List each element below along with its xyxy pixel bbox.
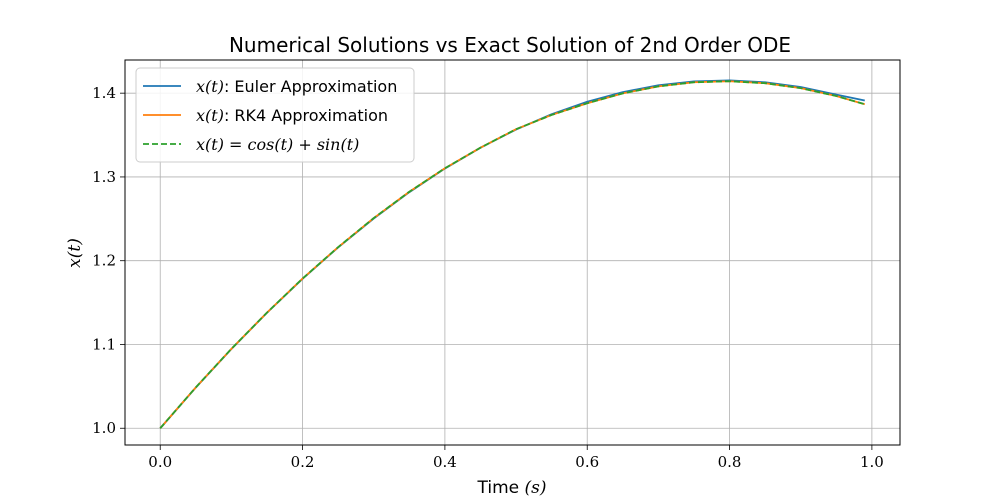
series-line-3 (159, 80, 866, 429)
legend-label-2: x(t): RK4 Approximation (196, 106, 388, 125)
legend-label-math: x(t) (196, 77, 224, 96)
legend-label-1: x(t): Euler Approximation (196, 77, 397, 96)
y-axis: 1.0 1.1 1.2 1.3 1.4 (92, 84, 125, 437)
x-axis-label-prefix: Time (476, 478, 524, 498)
y-tick-label: 1.1 (92, 335, 116, 353)
y-tick-label: 1.4 (92, 84, 116, 102)
x-axis-label: Time (s) (476, 478, 546, 498)
x-axis: 0.0 0.2 0.4 0.6 0.8 1.0 (148, 445, 884, 471)
y-tick-label: 1.2 (92, 252, 116, 270)
x-tick-label: 0.6 (575, 453, 599, 471)
y-axis-label: x(t) (65, 238, 85, 268)
x-axis-label-unit: (s) (525, 478, 547, 498)
legend-label-math: x(t) = cos(t) + sin(t) (196, 135, 359, 154)
legend-label-text: : RK4 Approximation (224, 106, 388, 125)
y-tick-label: 1.0 (92, 419, 116, 437)
x-tick-label: 1.0 (860, 453, 884, 471)
legend-box (135, 67, 415, 163)
x-tick-label: 0.0 (148, 453, 172, 471)
legend-label-3: x(t) = cos(t) + sin(t) (196, 135, 359, 154)
chart-title: Numerical Solutions vs Exact Solution of… (229, 33, 791, 57)
series-group (159, 79, 866, 429)
legend-label-text: : Euler Approximation (224, 77, 397, 96)
legend-label-math: x(t) (196, 106, 224, 125)
x-tick-label: 0.8 (718, 453, 742, 471)
y-tick-label: 1.3 (92, 168, 116, 186)
x-tick-label: 0.2 (291, 453, 315, 471)
x-tick-label: 0.4 (433, 453, 457, 471)
plot-area (124, 59, 901, 446)
